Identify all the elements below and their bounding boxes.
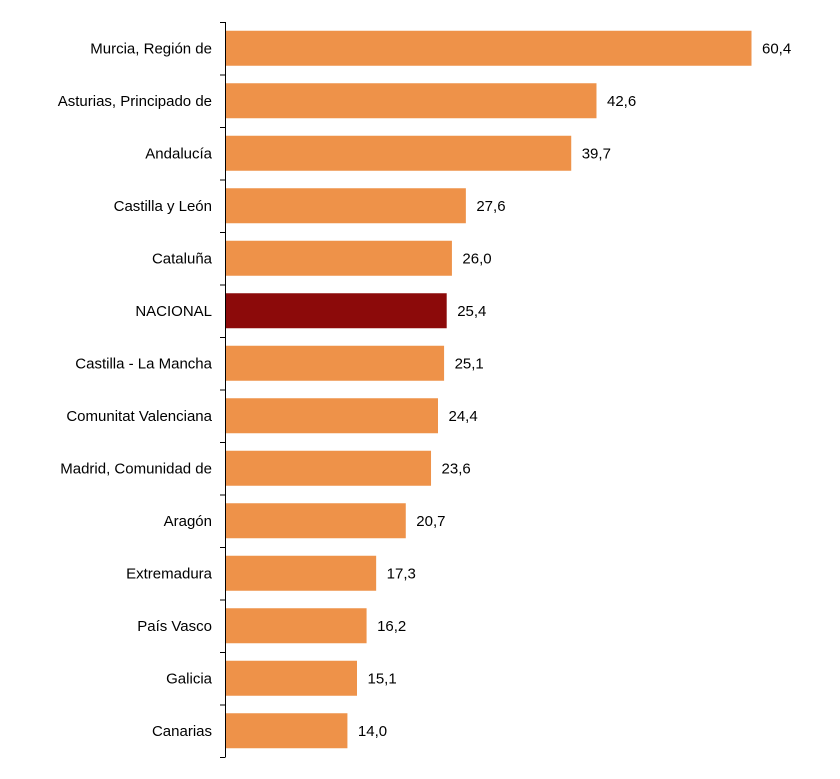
- bar: [225, 555, 377, 591]
- value-label: 26,0: [462, 250, 491, 267]
- category-label: Madrid, Comunidad de: [60, 460, 212, 477]
- category-label: Galicia: [166, 670, 213, 687]
- value-label: 25,4: [457, 303, 486, 320]
- category-label: Canarias: [152, 723, 212, 740]
- bar: [225, 608, 367, 644]
- bar: [225, 503, 406, 539]
- category-label: Castilla y León: [114, 198, 212, 215]
- value-label: 39,7: [582, 145, 611, 162]
- bar: [225, 345, 445, 381]
- value-label: 16,2: [377, 618, 406, 635]
- value-label: 23,6: [442, 460, 471, 477]
- category-label: Aragón: [164, 513, 212, 530]
- bar-highlight: [225, 293, 447, 329]
- category-label: Murcia, Región de: [90, 40, 212, 57]
- value-label: 20,7: [416, 513, 445, 530]
- category-label: Cataluña: [152, 250, 213, 267]
- bars-layer: [225, 30, 752, 749]
- bar: [225, 398, 438, 434]
- bar: [225, 188, 466, 224]
- bar: [225, 135, 572, 171]
- value-label: 14,0: [358, 723, 387, 740]
- category-label: País Vasco: [137, 618, 212, 635]
- category-label: Castilla - La Mancha: [75, 355, 212, 372]
- category-label: Extremadura: [126, 565, 213, 582]
- bar: [225, 660, 357, 696]
- value-label: 42,6: [607, 93, 636, 110]
- value-label: 15,1: [368, 670, 397, 687]
- value-label: 27,6: [476, 198, 505, 215]
- bar: [225, 713, 348, 749]
- category-label: NACIONAL: [135, 303, 212, 320]
- labels-layer: Murcia, Región de 60,4 Asturias, Principad…: [58, 40, 791, 740]
- y-axis-ticks: [220, 22, 226, 758]
- value-label: 24,4: [448, 408, 477, 425]
- category-label: Asturias, Principado de: [58, 93, 212, 110]
- category-label: Andalucía: [145, 145, 212, 162]
- value-label: 60,4: [762, 40, 791, 57]
- bar: [225, 30, 752, 66]
- bar: [225, 450, 432, 486]
- bar: [225, 83, 597, 119]
- value-label: 25,1: [455, 355, 484, 372]
- value-label: 17,3: [387, 565, 416, 582]
- category-label: Comunitat Valenciana: [66, 408, 212, 425]
- bar: [225, 240, 452, 276]
